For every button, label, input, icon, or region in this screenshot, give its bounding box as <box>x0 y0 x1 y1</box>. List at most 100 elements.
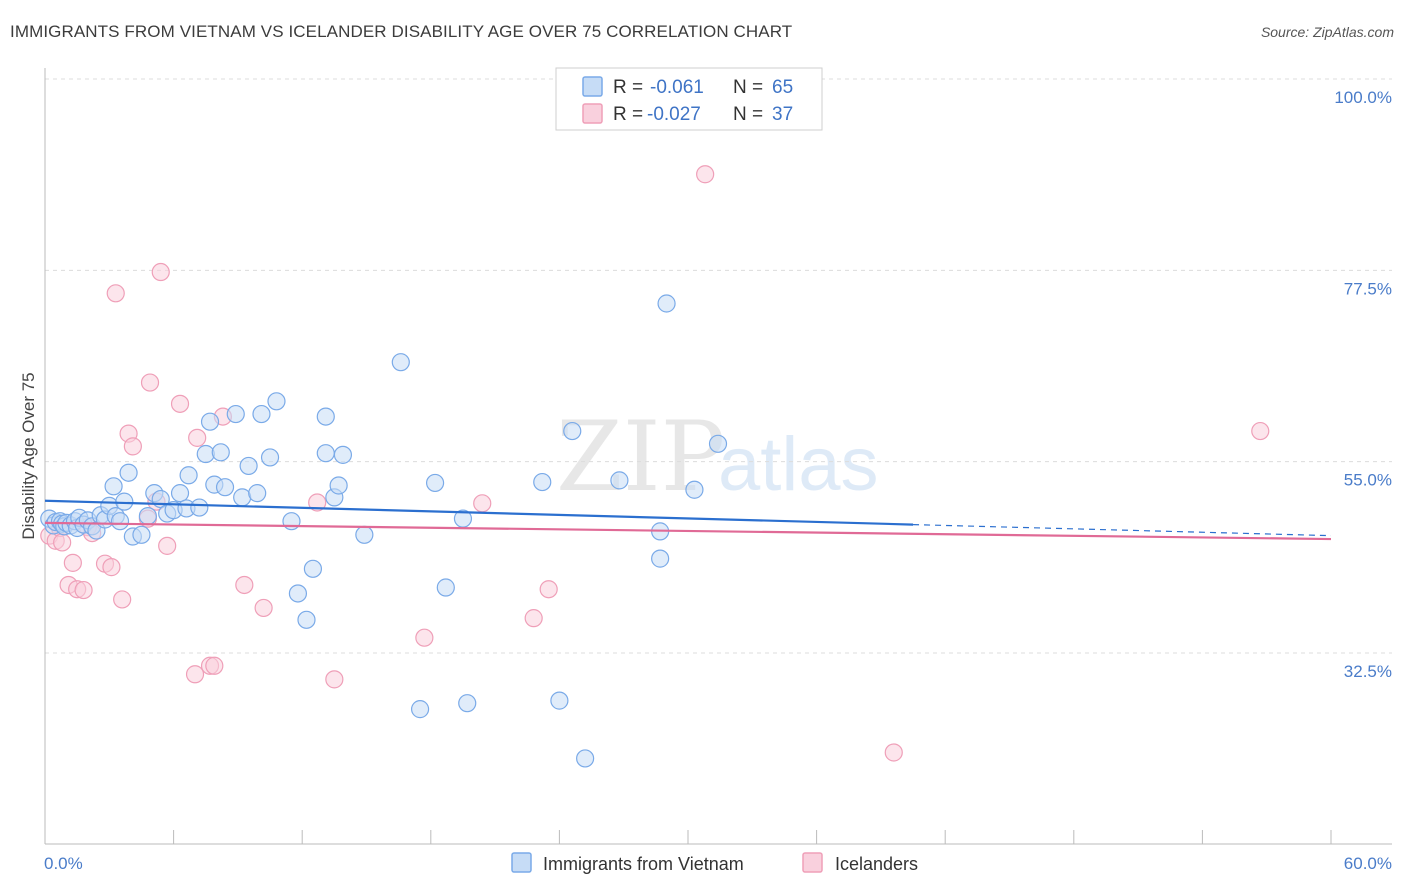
icelanders-point-37 <box>1251 421 1270 441</box>
vietnam-point-55 <box>355 525 374 544</box>
vietnam-trend-line <box>44 499 914 526</box>
vietnam-point-49 <box>297 610 316 629</box>
icelanders-point-5 <box>63 553 82 572</box>
vietnam-point-63 <box>550 691 569 710</box>
y-tick-label-3: 100.0% <box>1334 88 1392 107</box>
vietnam-point-30 <box>170 484 190 503</box>
watermark-atlas: atlas <box>718 422 879 507</box>
vietnam-point-22 <box>119 463 138 482</box>
vietnam-point-21 <box>115 492 134 511</box>
vietnam-point-47 <box>288 584 308 603</box>
vietnam-point-56 <box>391 353 410 372</box>
chart-title: IMMIGRANTS FROM VIETNAM VS ICELANDER DIS… <box>10 22 793 41</box>
legend: R = -0.061 N = 65 R = -0.027 N = 37 <box>555 67 823 131</box>
vietnam-trend-extension <box>913 523 1332 537</box>
bottom-legend-vietnam: Immigrants from Vietnam <box>543 854 744 874</box>
y-tick-label-0: 32.5% <box>1344 662 1392 681</box>
y-tick-labels: 32.5% 55.0% 77.5% 100.0% <box>1334 88 1392 681</box>
vietnam-point-70 <box>685 480 704 499</box>
vietnam-point-65 <box>576 749 595 768</box>
icelanders-point-35 <box>696 165 715 184</box>
x-tick-label-max: 60.0% <box>1344 854 1392 873</box>
vietnam-point-18 <box>104 477 123 496</box>
icelanders-point-31 <box>415 628 434 647</box>
vietnam-point-53 <box>329 476 348 495</box>
y-tick-label-2: 77.5% <box>1344 279 1392 298</box>
icelanders-point-13 <box>113 590 132 609</box>
icelanders-point-36 <box>884 743 903 762</box>
vietnam-point-68 <box>651 549 670 568</box>
vietnam-point-20 <box>110 512 130 531</box>
icelanders-point-23 <box>188 428 207 447</box>
source-credit: Source: ZipAtlas.com <box>1260 24 1394 40</box>
legend-n-label-1: N = <box>733 77 763 98</box>
y-tick-label-1: 55.0% <box>1344 471 1392 490</box>
vietnam-point-61 <box>458 694 477 713</box>
icelanders-point-20 <box>158 536 177 555</box>
icelanders-point-34 <box>539 580 558 599</box>
icelanders-point-28 <box>254 598 273 618</box>
legend-swatch-icelanders <box>582 103 603 124</box>
vietnam-point-58 <box>425 473 445 493</box>
watermark: ZIP atlas <box>556 401 879 513</box>
icelanders-point-15 <box>123 437 142 456</box>
bottom-legend: Immigrants from Vietnam Icelanders <box>511 852 918 874</box>
legend-n-label-2: N = <box>733 104 763 125</box>
vietnam-point-42 <box>248 484 267 503</box>
icelanders-point-17 <box>140 373 160 392</box>
legend-r-value-1: -0.061 <box>650 77 704 98</box>
icelanders-point-11 <box>102 558 121 577</box>
icelanders-point-29 <box>308 493 327 512</box>
vietnam-point-57 <box>410 700 430 719</box>
icelanders-point-19 <box>151 262 170 282</box>
vietnam-point-32 <box>179 466 198 485</box>
x-tick-marks <box>44 830 1332 844</box>
x-tick-label-min: 0.0% <box>44 854 83 873</box>
y-axis-label: Disability Age Over 75 <box>19 372 38 539</box>
vietnam-points <box>40 294 728 768</box>
vietnam-point-43 <box>252 404 271 424</box>
icelanders-point-27 <box>235 575 254 595</box>
vietnam-point-51 <box>316 444 335 463</box>
icelanders-point-22 <box>185 665 205 684</box>
icelanders-point-3 <box>53 533 72 552</box>
icelanders-point-32 <box>473 494 492 513</box>
vietnam-point-59 <box>436 578 455 597</box>
icelanders-trend-line <box>44 521 1332 541</box>
icelanders-point-12 <box>106 284 125 303</box>
vietnam-point-39 <box>226 404 245 424</box>
vietnam-point-38 <box>215 478 235 497</box>
vietnam-point-66 <box>610 471 629 490</box>
vietnam-point-24 <box>132 525 151 544</box>
vietnam-point-48 <box>303 559 323 578</box>
legend-n-value-1: 65 <box>772 77 793 98</box>
vietnam-point-44 <box>260 448 280 467</box>
vietnam-point-41 <box>239 456 258 476</box>
legend-swatch-vietnam <box>582 76 603 97</box>
bottom-legend-swatch-icelanders <box>802 852 823 873</box>
vietnam-point-62 <box>533 472 552 492</box>
vietnam-point-25 <box>138 506 157 526</box>
trend-lines <box>44 499 1332 541</box>
icelanders-point-25 <box>205 656 224 675</box>
bottom-legend-swatch-vietnam <box>511 852 532 873</box>
vietnam-point-40 <box>233 488 252 507</box>
legend-r-value-2: -0.027 <box>647 104 701 125</box>
icelanders-point-33 <box>524 609 543 628</box>
legend-r-label-1: R = <box>613 77 643 98</box>
icelanders-point-7 <box>74 580 93 600</box>
vietnam-point-54 <box>333 445 353 464</box>
icelanders-point-21 <box>170 394 190 413</box>
grid-lines <box>45 78 1392 654</box>
vietnam-point-45 <box>267 392 286 411</box>
bottom-legend-icelanders: Icelanders <box>835 854 918 874</box>
icelanders-points <box>40 165 1270 762</box>
vietnam-point-69 <box>657 294 676 313</box>
vietnam-point-34 <box>196 444 215 464</box>
legend-r-label-2: R = <box>613 104 643 125</box>
vietnam-point-64 <box>563 421 582 441</box>
legend-n-value-2: 37 <box>772 104 793 125</box>
vietnam-point-33 <box>190 498 209 517</box>
vietnam-point-37 <box>211 443 230 462</box>
